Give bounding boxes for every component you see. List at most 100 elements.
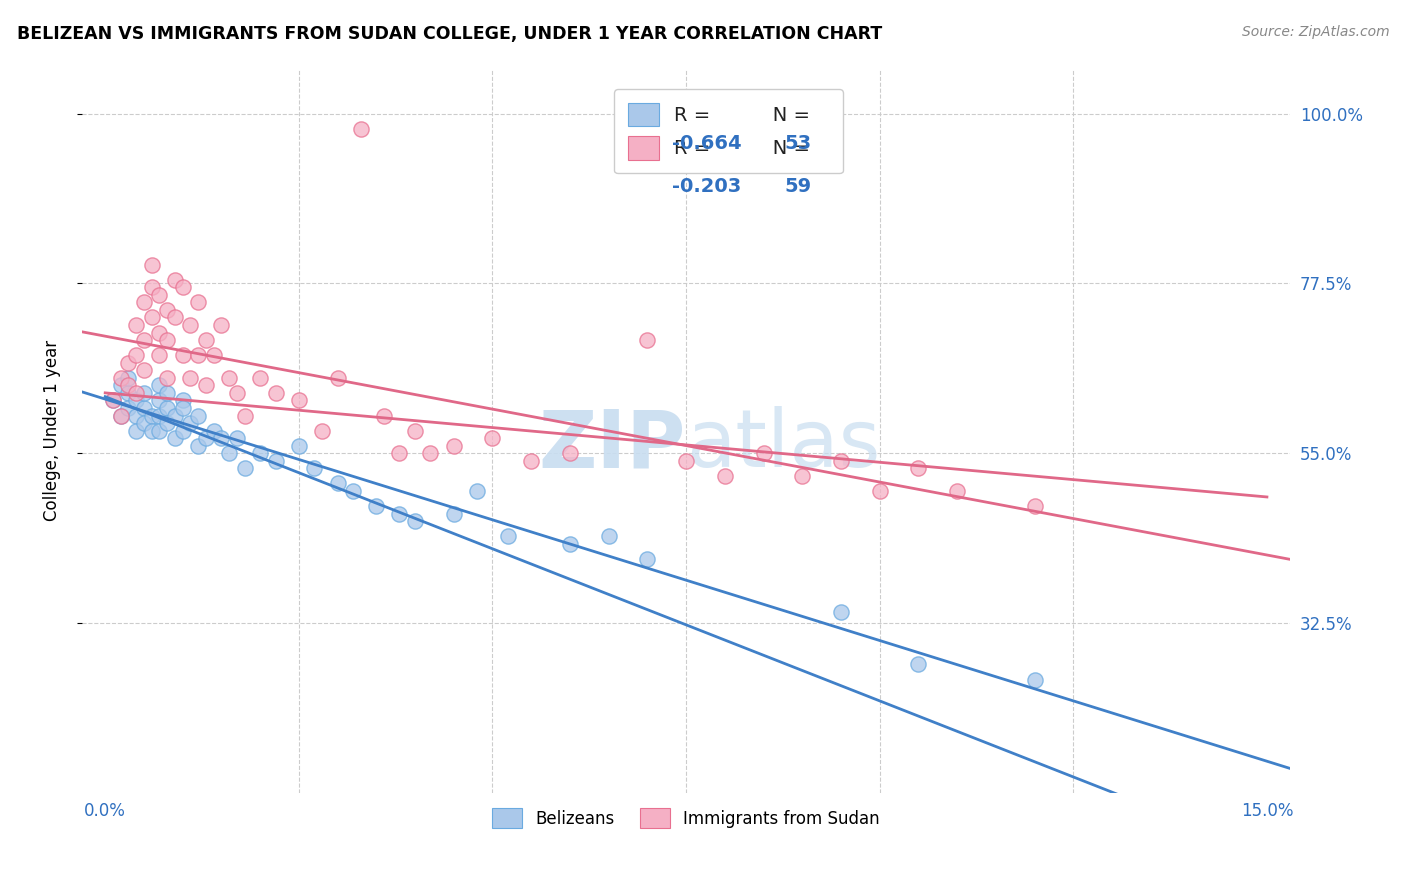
- Point: [366, 499, 388, 513]
- Point: [110, 409, 132, 423]
- Point: [225, 385, 247, 400]
- Point: [194, 431, 217, 445]
- Point: [172, 280, 194, 294]
- Point: [792, 468, 814, 483]
- Point: [907, 461, 929, 475]
- Point: [249, 371, 271, 385]
- Text: atlas: atlas: [686, 406, 880, 484]
- Point: [218, 371, 240, 385]
- Point: [132, 333, 155, 347]
- Point: [598, 529, 620, 543]
- Point: [110, 371, 132, 385]
- Point: [350, 121, 373, 136]
- Point: [946, 483, 969, 498]
- Point: [752, 446, 775, 460]
- Point: [869, 483, 891, 498]
- Legend: Belizeans, Immigrants from Sudan: Belizeans, Immigrants from Sudan: [485, 801, 887, 835]
- Point: [148, 393, 170, 408]
- Point: [179, 318, 201, 332]
- Text: 59: 59: [785, 177, 811, 195]
- Point: [156, 385, 179, 400]
- Point: [148, 348, 170, 362]
- Point: [373, 409, 395, 423]
- Point: [202, 348, 225, 362]
- Point: [110, 409, 132, 423]
- Point: [110, 378, 132, 392]
- Point: [443, 507, 465, 521]
- Point: [132, 363, 155, 377]
- Point: [481, 431, 503, 445]
- Point: [141, 409, 163, 423]
- Point: [156, 416, 179, 430]
- Point: [125, 318, 148, 332]
- Point: [830, 605, 852, 619]
- Text: 53: 53: [785, 134, 811, 153]
- Point: [148, 409, 170, 423]
- Point: [288, 439, 311, 453]
- Point: [209, 431, 232, 445]
- Point: [148, 326, 170, 340]
- Point: [233, 461, 256, 475]
- Point: [304, 461, 326, 475]
- Point: [156, 401, 179, 415]
- Point: [404, 424, 426, 438]
- Point: [141, 258, 163, 272]
- Point: [202, 424, 225, 438]
- Point: [675, 454, 697, 468]
- Point: [163, 310, 186, 325]
- Text: -0.203: -0.203: [672, 177, 741, 195]
- Point: [194, 378, 217, 392]
- Point: [558, 537, 581, 551]
- Point: [172, 348, 194, 362]
- Point: [311, 424, 333, 438]
- Point: [148, 424, 170, 438]
- Point: [326, 371, 349, 385]
- Point: [1024, 499, 1046, 513]
- Point: [636, 551, 658, 566]
- Point: [125, 348, 148, 362]
- Point: [187, 295, 209, 310]
- Point: [101, 393, 124, 408]
- Point: [187, 439, 209, 453]
- Point: [163, 273, 186, 287]
- Point: [148, 288, 170, 302]
- Point: [132, 295, 155, 310]
- Point: [830, 454, 852, 468]
- Point: [264, 454, 287, 468]
- Point: [117, 356, 139, 370]
- Point: [194, 333, 217, 347]
- Point: [117, 378, 139, 392]
- Point: [172, 393, 194, 408]
- Point: [125, 385, 148, 400]
- Point: [225, 431, 247, 445]
- Point: [163, 431, 186, 445]
- Point: [288, 393, 311, 408]
- Point: [1024, 673, 1046, 687]
- Point: [218, 446, 240, 460]
- Point: [558, 446, 581, 460]
- Text: BELIZEAN VS IMMIGRANTS FROM SUDAN COLLEGE, UNDER 1 YEAR CORRELATION CHART: BELIZEAN VS IMMIGRANTS FROM SUDAN COLLEG…: [17, 25, 882, 43]
- Point: [209, 318, 232, 332]
- Point: [125, 424, 148, 438]
- Point: [404, 514, 426, 528]
- Y-axis label: College, Under 1 year: College, Under 1 year: [44, 340, 60, 521]
- Point: [141, 424, 163, 438]
- Point: [117, 401, 139, 415]
- Point: [132, 385, 155, 400]
- Text: -0.664: -0.664: [672, 134, 742, 153]
- Point: [132, 416, 155, 430]
- Point: [326, 476, 349, 491]
- Text: Source: ZipAtlas.com: Source: ZipAtlas.com: [1241, 25, 1389, 39]
- Point: [520, 454, 543, 468]
- Point: [125, 409, 148, 423]
- Point: [156, 302, 179, 317]
- Point: [156, 371, 179, 385]
- Point: [117, 385, 139, 400]
- Point: [156, 333, 179, 347]
- Point: [388, 507, 411, 521]
- Point: [388, 446, 411, 460]
- Point: [141, 310, 163, 325]
- Point: [117, 371, 139, 385]
- Point: [101, 393, 124, 408]
- Point: [496, 529, 519, 543]
